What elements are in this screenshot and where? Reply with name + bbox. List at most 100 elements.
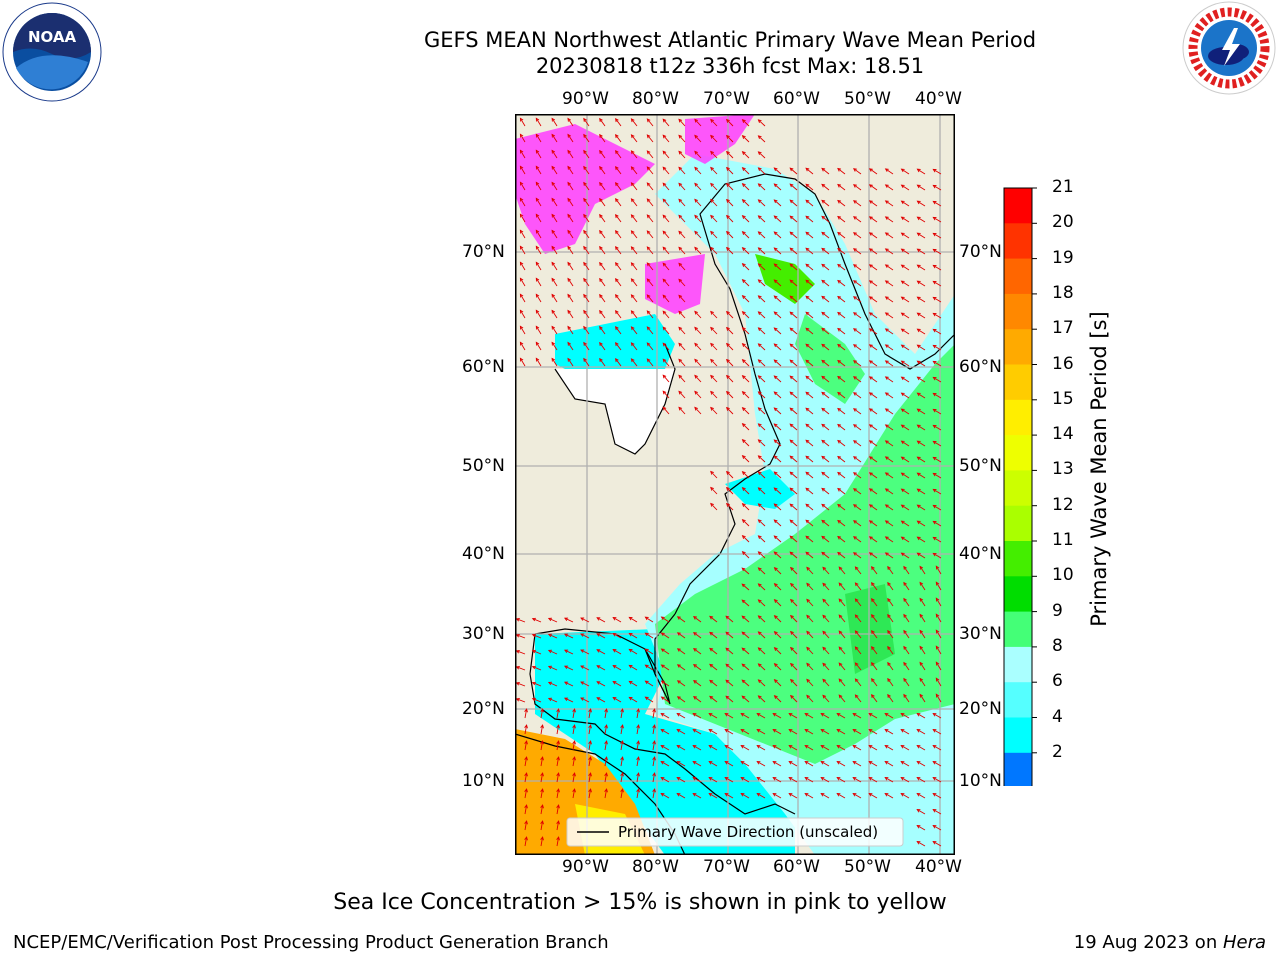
wave-arrow <box>852 761 862 767</box>
wave-arrow <box>916 729 926 735</box>
wave-arrow <box>662 198 670 207</box>
wave-arrow-head <box>756 744 761 749</box>
wave-arrow <box>692 793 702 799</box>
wave-arrow <box>773 471 782 479</box>
wave-arrow <box>724 761 734 767</box>
wave-arrow-head <box>868 296 873 300</box>
wave-arrow <box>789 375 798 383</box>
wave-arrow-head <box>789 231 794 236</box>
wave-arrow <box>836 713 846 719</box>
wave-arrow <box>820 713 830 719</box>
wave-arrow <box>837 312 846 319</box>
wave-arrow <box>694 311 702 319</box>
wave-arrow <box>726 471 734 479</box>
wave-arrow <box>933 505 942 511</box>
wave-arrow-head <box>900 536 905 541</box>
wave-arrow-head <box>916 216 921 221</box>
wave-arrow-head <box>900 200 905 205</box>
wave-arrow <box>884 793 894 799</box>
wave-arrow-head <box>567 277 572 282</box>
wave-arrow-head <box>580 681 585 685</box>
wave-arrow-head <box>662 246 667 251</box>
wave-arrow-head <box>773 598 778 603</box>
wave-arrow-head <box>515 665 520 670</box>
wave-arrow <box>855 646 862 655</box>
wave-arrow <box>516 650 526 655</box>
wave-arrow <box>868 729 878 735</box>
wave-arrow <box>535 182 542 191</box>
wave-arrow <box>710 135 718 143</box>
wave-arrow-head <box>710 342 714 347</box>
wave-arrow-head <box>676 728 681 733</box>
wave-arrow <box>871 678 878 687</box>
wave-arrow-head <box>535 165 540 170</box>
wave-arrow <box>694 183 702 191</box>
wave-arrow-head <box>535 341 540 346</box>
wave-arrow <box>724 729 734 735</box>
wave-arrow-head <box>838 694 843 699</box>
wave-arrow <box>615 278 622 287</box>
wave-arrow-head <box>556 724 560 729</box>
wave-arrow-head <box>805 503 810 508</box>
wave-arrow-head <box>868 200 873 204</box>
wave-arrow-head <box>524 804 528 809</box>
wave-arrow <box>524 757 528 767</box>
wave-arrow-head <box>756 792 761 797</box>
lat-label-left-50n: 50°N <box>462 456 505 476</box>
wave-arrow-head <box>821 391 826 396</box>
wave-arrow <box>758 311 766 319</box>
wave-arrow-head <box>694 230 699 235</box>
wave-arrow <box>773 519 782 527</box>
wave-arrow <box>837 328 846 335</box>
wave-arrow <box>676 777 686 783</box>
wave-arrow-head <box>821 423 826 428</box>
wave-arrow <box>805 215 814 223</box>
wave-arrow <box>742 551 750 559</box>
wave-arrow <box>583 166 590 175</box>
wave-arrow-head <box>583 341 587 346</box>
wave-arrow-head <box>916 792 921 797</box>
wave-arrow-head <box>676 696 681 700</box>
wave-arrow <box>556 805 560 815</box>
wave-arrow <box>871 582 878 591</box>
wave-arrow-head <box>519 357 524 362</box>
wave-arrow-head <box>757 167 762 172</box>
wave-arrow <box>740 745 750 751</box>
wave-arrow-head <box>838 662 843 667</box>
wave-arrow <box>551 182 558 191</box>
wave-arrow <box>869 504 878 511</box>
wave-arrow <box>556 789 560 799</box>
wave-arrow <box>540 821 544 831</box>
wave-arrow-head <box>726 150 730 155</box>
wave-arrow-head <box>660 632 665 637</box>
wave-arrow-head <box>916 824 921 829</box>
wave-arrow <box>726 391 734 399</box>
wave-arrow <box>789 471 798 479</box>
wave-arrow-head <box>580 697 585 701</box>
wave-arrow <box>646 230 654 239</box>
wave-arrow-head <box>636 772 640 777</box>
wave-arrow-head <box>660 648 665 653</box>
wave-arrow <box>789 183 798 191</box>
wave-arrow-head <box>678 358 683 363</box>
wave-arrow <box>917 216 926 223</box>
wave-arrow <box>885 424 894 431</box>
wave-arrow-head <box>678 262 683 267</box>
wave-arrow <box>567 134 574 143</box>
wave-arrow-head <box>583 293 587 298</box>
noaa-logo-text: NOAA <box>28 28 77 46</box>
wave-arrow-head <box>615 278 619 283</box>
wave-arrow <box>837 504 846 511</box>
wave-arrow-head <box>628 680 633 685</box>
wave-arrow <box>773 199 782 207</box>
wave-arrow <box>599 246 606 255</box>
wave-arrow <box>596 649 606 655</box>
wave-arrow-head <box>710 310 714 315</box>
wave-arrow <box>520 358 526 367</box>
wave-arrow <box>693 632 702 639</box>
wave-arrow <box>933 393 942 399</box>
wave-arrow-head <box>868 712 873 717</box>
wave-arrow-head <box>678 118 683 123</box>
wave-arrow-head <box>547 649 553 654</box>
wave-arrow <box>567 246 574 255</box>
